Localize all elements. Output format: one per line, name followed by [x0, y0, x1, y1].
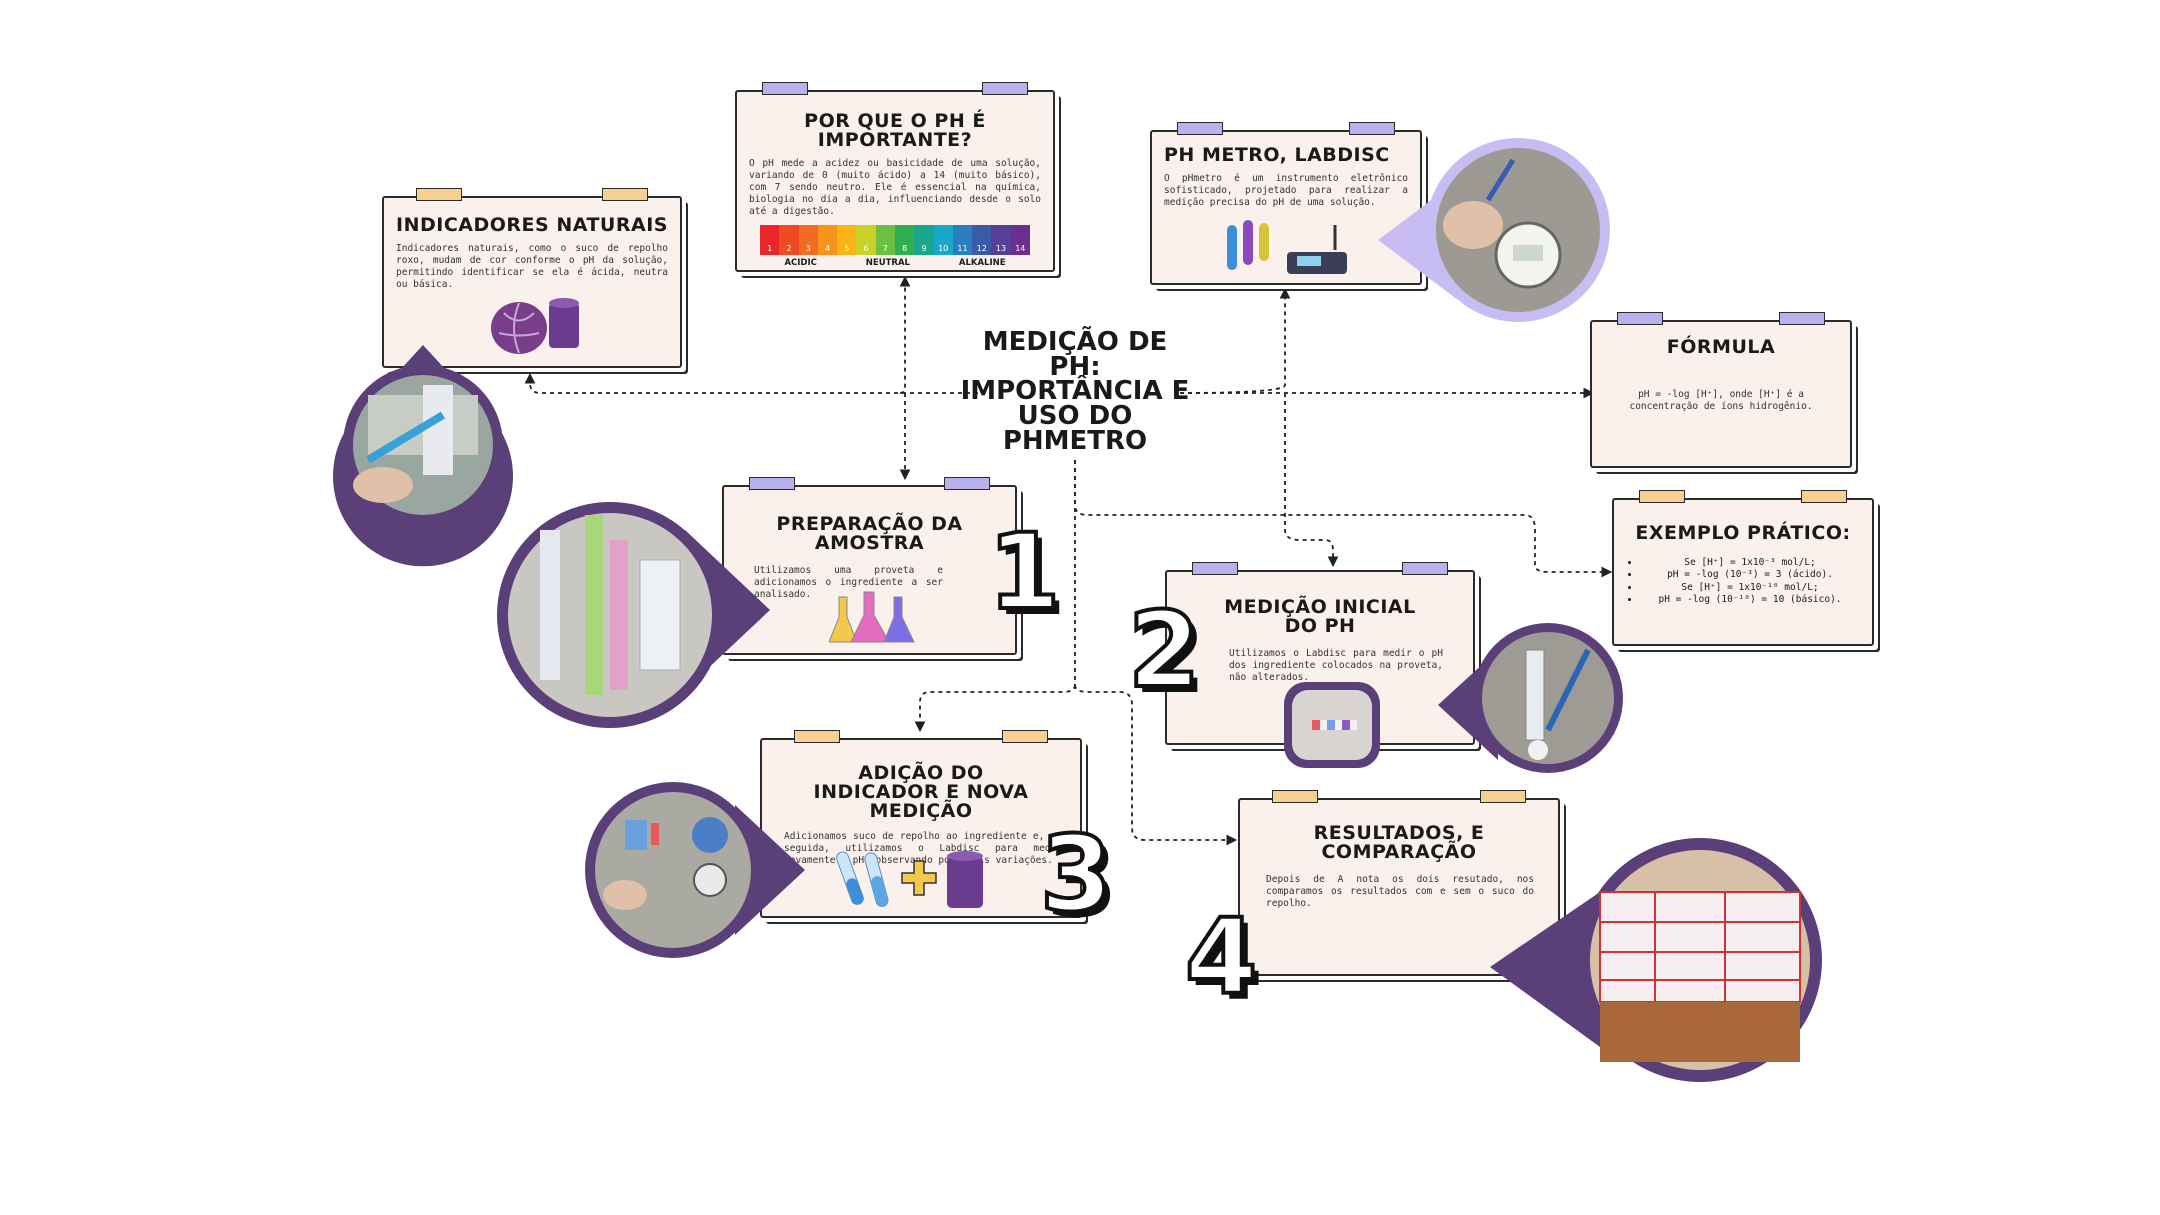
card-title: POR QUE O PH É IMPORTANTE? [804, 110, 986, 151]
ph-scale-step: 14 [1010, 225, 1030, 256]
tape [794, 730, 840, 743]
card-adicao-indicador: ADIÇÃO DO INDICADOR E NOVA MEDIÇÃO Adici… [760, 730, 1082, 918]
ph-scale-step: 2 [779, 225, 799, 256]
ph-scale-step: 7 [875, 225, 895, 256]
card-title: INDICADORES NATURAIS [396, 214, 668, 236]
example-line: Se [H⁺] = 1x10⁻¹⁰ mol/L; [1640, 582, 1860, 594]
tape [1002, 730, 1048, 743]
tape [1639, 490, 1685, 503]
card-title: PREPARAÇÃO DA AMOSTRA [776, 513, 963, 554]
ph-scale-step: 3 [798, 225, 818, 256]
photo-labdisc [1378, 138, 1610, 322]
connector-adicao [914, 684, 1076, 733]
card-text: Utilizamos o Labdisc para medir o pH dos… [1229, 648, 1443, 683]
connector-top [899, 275, 911, 394]
ph-scale-bar: 1 2 3 4 5 6 7 8 9 10 11 12 13 14 [760, 225, 1030, 256]
card-text: pH = -log [H⁺], onde [H⁺] é a concentraç… [1629, 389, 1813, 412]
example-line: pH = -log (10⁻¹⁰) = 10 (básico). [1640, 594, 1860, 606]
card-text: Depois de A nota os dois resutado, nos c… [1266, 874, 1534, 909]
card-text: Utilizamos uma proveta e adicionamos o i… [754, 565, 943, 600]
card-title: MEDIÇÃO INICIAL DO PH [1224, 596, 1416, 637]
ph-scale-step: 10 [933, 225, 953, 256]
tubes-plus-cabbage-icon [836, 851, 983, 908]
tape [944, 477, 990, 490]
card-formula: FÓRMULA pH = -log [H⁺], onde [H⁺] é a co… [1590, 312, 1852, 468]
card-preparacao-amostra: PREPARAÇÃO DA AMOSTRA Utilizamos uma pro… [722, 477, 1017, 655]
photo-ph-strip [1284, 682, 1380, 768]
ph-scale-step: 5 [837, 225, 857, 256]
photo-results-table [1490, 838, 1822, 1082]
ph-scale-legend: ACIDIC NEUTRAL ALKALINE [760, 258, 1030, 268]
legend-alkaline: ALKALINE [958, 258, 1006, 269]
connector-exemplo [1074, 460, 1613, 578]
ph-scale-step: 1 [760, 225, 780, 256]
connector-left [524, 372, 978, 394]
card-text: Indicadores naturais, como o suco de rep… [396, 243, 668, 290]
example-line: pH = -log (10⁻³) = 3 (ácido). [1640, 569, 1860, 581]
photo-ph-probe [1438, 623, 1623, 773]
ph-scale-step: 9 [914, 225, 934, 256]
tape [1272, 790, 1318, 803]
ph-scale-step: 6 [856, 225, 876, 256]
ph-scale-step: 8 [894, 225, 915, 256]
tape [1801, 490, 1847, 503]
central-title: MEDIÇÃO DE PH: IMPORTÂNCIA E USO DO PHME… [960, 327, 1190, 456]
tape [1617, 312, 1663, 325]
ph-scale-step: 12 [972, 225, 992, 256]
card-ph-importante: POR QUE O PH É IMPORTANTE? O pH mede a a… [735, 82, 1055, 272]
card-text: O pHmetro é um instrumento eletrônico so… [1164, 173, 1408, 208]
tape [749, 477, 795, 490]
card-title: ADIÇÃO DO INDICADOR E NOVA MEDIÇÃO [813, 762, 1029, 822]
tape [1402, 562, 1448, 575]
test-tubes-and-meter-icon [1227, 220, 1347, 274]
tape [416, 188, 462, 201]
card-title: RESULTADOS, E COMPARAÇÃO [1313, 822, 1485, 863]
red-cabbage-icon [491, 298, 579, 354]
card-title: EXEMPLO PRÁTICO: [1635, 522, 1851, 544]
photo-labdisc-table [585, 782, 805, 958]
connector-medicao [1284, 393, 1339, 568]
example-list: Se [H⁺] = 1x10⁻³ mol/L; pH = -log (10⁻³)… [1626, 557, 1860, 606]
legend-neutral: NEUTRAL [865, 258, 910, 269]
step-number-2: 2 [1126, 589, 1202, 711]
tape [762, 82, 808, 95]
card-indicadores-naturais: INDICADORES NATURAIS Indicadores naturai… [382, 188, 682, 368]
step-number-4: 4 [1183, 896, 1259, 1018]
tape [1177, 122, 1223, 135]
tape [602, 188, 648, 201]
card-title: PH METRO, LABDISC [1164, 144, 1390, 166]
tape [1779, 312, 1825, 325]
step-number-3: 3 [1038, 813, 1114, 935]
card-exemplo-pratico: EXEMPLO PRÁTICO: Se [H⁺] = 1x10⁻³ mol/L;… [1612, 490, 1874, 646]
step-number-1: 1 [986, 511, 1062, 633]
tape [1192, 562, 1238, 575]
tape [1349, 122, 1395, 135]
legend-acidic: ACIDIC [784, 258, 817, 269]
tape [982, 82, 1028, 95]
tape [1480, 790, 1526, 803]
photo-pipetting [333, 345, 513, 567]
card-resultados: RESULTADOS, E COMPARAÇÃO Depois de A not… [1238, 790, 1560, 976]
ph-scale-step: 4 [817, 225, 838, 256]
card-title: FÓRMULA [1666, 336, 1776, 358]
ph-scale-step: 11 [952, 225, 973, 256]
card-ph-metro: PH METRO, LABDISC O pHmetro é um instrum… [1150, 122, 1422, 285]
ph-scale-step: 13 [991, 225, 1011, 256]
example-line: Se [H⁺] = 1x10⁻³ mol/L; [1640, 557, 1860, 569]
card-medicao-inicial: MEDIÇÃO INICIAL DO PH Utilizamos o Labdi… [1165, 562, 1475, 768]
photo-graduated-cylinders [497, 502, 770, 728]
connector-phmetro [1179, 287, 1291, 394]
flasks-icon [829, 591, 915, 643]
card-text: O pH mede a acidez ou basicidade de uma … [749, 158, 1041, 217]
